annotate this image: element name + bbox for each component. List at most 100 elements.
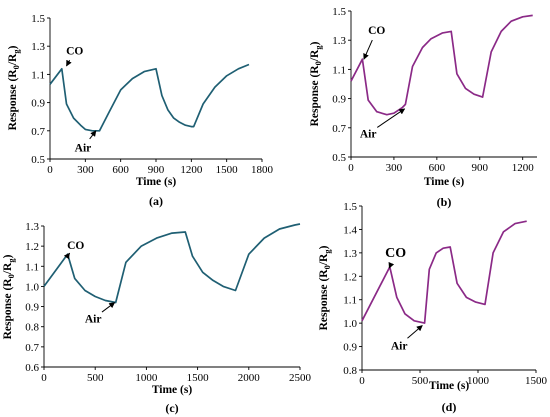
- x-tick-label: 1800: [251, 164, 274, 176]
- y-tick-label: 0.7: [332, 123, 346, 135]
- x-axis-title: Time (s): [136, 176, 177, 188]
- y-axis-title-part: /R: [7, 53, 19, 66]
- x-tick-label: 900: [472, 162, 489, 174]
- y-axis-title-part: /R: [2, 262, 14, 275]
- x-tick-label: 1000: [135, 372, 158, 384]
- y-axis-title-subscript: 0: [6, 274, 16, 278]
- x-tick-label: 0: [47, 164, 53, 176]
- y-axis-title-part: Response (R: [7, 69, 19, 131]
- x-tick-label: 500: [412, 375, 429, 387]
- y-tick-label: 1.0: [343, 318, 357, 330]
- chart-panel-d: 0.8 0.9 1.0 1.1 1.2 1.3 1.4 1.5 0 500 1000 1500 Time…: [318, 201, 548, 414]
- series-line: [350, 14, 533, 116]
- series-line: [49, 63, 250, 132]
- chart-panel-b: 0.5 0.7 0.9 1.1 1.3 1.5 0 300 600 900 1200 Time (s)…: [309, 6, 537, 209]
- x-axis-title: Time (s): [424, 176, 465, 188]
- y-tick-label: 1.1: [343, 295, 357, 307]
- y-tick-label: 1.0: [25, 281, 39, 293]
- y-tick-label: 1.1: [332, 64, 346, 76]
- y-tick-label: 0.7: [31, 126, 45, 138]
- y-axis-title: Response (R0/Rg): [7, 45, 21, 130]
- y-axis-title-part: ): [2, 254, 14, 258]
- annotation-co: CO: [368, 25, 385, 37]
- annotation-air: Air: [360, 129, 377, 141]
- y-axis-title-subscript: 0: [313, 61, 323, 65]
- y-tick-label: 0.8: [25, 322, 39, 334]
- y-tick-label: 1.4: [343, 224, 357, 236]
- x-tick-label: 1500: [187, 372, 210, 384]
- y-axis-title-part: ): [7, 45, 19, 49]
- x-tick-label: 1200: [180, 164, 203, 176]
- x-tick-label: 1500: [216, 164, 239, 176]
- y-tick-label: 0.5: [332, 152, 346, 164]
- panel-label: (d): [442, 400, 457, 414]
- annotation-arrow: [66, 59, 72, 67]
- x-tick-label: 2000: [238, 372, 261, 384]
- annotation-arrow: [376, 108, 406, 128]
- y-tick-label: 1.3: [31, 41, 45, 53]
- y-axis-title: Response (R0/Rg): [2, 254, 16, 339]
- y-tick-label: 1.2: [25, 241, 39, 253]
- y-axis-title-part: ): [318, 245, 330, 249]
- y-tick-label: 0.8: [343, 365, 357, 377]
- series-line: [43, 223, 301, 304]
- y-axis-title-subscript: 0: [11, 65, 21, 69]
- x-axis-title: Time (s): [152, 384, 193, 396]
- panel-label: (a): [149, 194, 163, 208]
- y-axis-title: Response (R0/Rg): [318, 245, 332, 330]
- series-line: [361, 220, 527, 324]
- y-axis-title: Response (R0/Rg): [309, 41, 323, 126]
- y-tick-label: 1.1: [31, 69, 45, 81]
- x-tick-label: 300: [386, 162, 403, 174]
- y-axis-title-part: ): [309, 41, 321, 45]
- x-tick-label: 500: [87, 372, 104, 384]
- x-tick-label: 600: [429, 162, 446, 174]
- x-tick-label: 1000: [467, 375, 490, 387]
- panel-label: (c): [165, 401, 178, 415]
- x-tick-label: 2500: [289, 372, 312, 384]
- annotation-air: Air: [391, 340, 408, 352]
- x-tick-label: 1500: [525, 375, 548, 387]
- y-tick-label: 0.5: [31, 154, 45, 166]
- y-tick-label: 1.5: [31, 13, 45, 25]
- y-tick-label: 1.2: [343, 271, 357, 283]
- x-tick-label: 0: [348, 162, 354, 174]
- annotation-arrow: [89, 130, 97, 140]
- y-tick-label: 1.5: [332, 6, 346, 18]
- y-tick-label: 0.9: [31, 98, 45, 110]
- annotation-arrow: [407, 325, 423, 339]
- x-tick-label: 300: [77, 164, 94, 176]
- annotation-air: Air: [85, 314, 102, 326]
- annotation-air: Air: [75, 143, 92, 155]
- annotation-arrow: [101, 302, 116, 313]
- y-axis-title-subscript: g: [11, 49, 21, 54]
- y-tick-label: 0.9: [332, 94, 346, 106]
- y-axis-title-part: Response (R: [309, 65, 321, 127]
- chart-panel-a: 0.5 0.7 0.9 1.1 1.3 1.5 0 300 600 900 1200 1500 1800…: [7, 13, 274, 208]
- annotation-co: CO: [66, 45, 83, 57]
- y-axis-title-part: Response (R: [2, 278, 14, 340]
- chart-panel-c: 0.6 0.7 0.8 0.9 1.0 1.1 1.2 1.3 0 500 1000 1500 2000…: [2, 221, 312, 415]
- y-tick-label: 1.1: [25, 261, 39, 273]
- y-axis-title-part: /R: [309, 49, 321, 62]
- x-tick-label: 0: [359, 375, 365, 387]
- y-axis-title-subscript: g: [6, 258, 16, 263]
- x-tick-label: 900: [148, 164, 165, 176]
- y-axis-title-subscript: g: [313, 45, 323, 50]
- y-tick-label: 1.3: [343, 248, 357, 260]
- x-axis-title: Time (s): [429, 380, 470, 392]
- y-tick-label: 1.3: [332, 35, 346, 47]
- x-tick-label: 0: [41, 372, 47, 384]
- annotation-co: CO: [385, 246, 406, 261]
- y-tick-label: 0.6: [25, 362, 39, 374]
- y-axis-title-part: Response (R: [318, 269, 330, 331]
- y-tick-label: 0.9: [25, 302, 39, 314]
- y-tick-label: 1.3: [25, 221, 39, 233]
- y-tick-label: 0.7: [25, 342, 39, 354]
- y-axis-title-subscript: 0: [322, 265, 332, 269]
- x-tick-label: 600: [112, 164, 129, 176]
- y-tick-label: 0.9: [343, 342, 357, 354]
- annotation-arrow: [63, 252, 70, 260]
- annotation-co: CO: [67, 240, 84, 252]
